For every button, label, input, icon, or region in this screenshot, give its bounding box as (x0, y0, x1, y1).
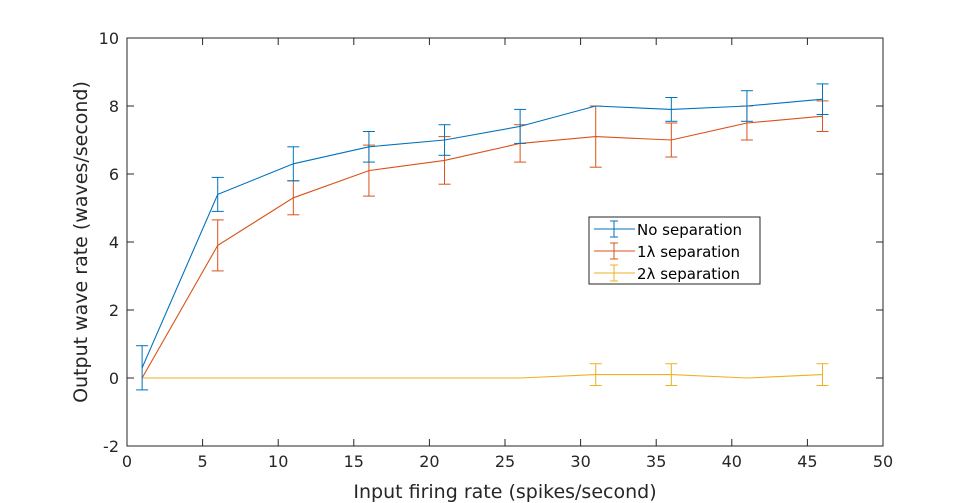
error-bar (211, 176, 224, 212)
y-tick-label: 6 (109, 165, 119, 184)
error-bar (816, 83, 829, 115)
series-line (142, 374, 823, 379)
legend-label: 1λ separation (637, 243, 740, 261)
x-tick-label: 35 (646, 452, 666, 471)
y-tick-label: 8 (109, 97, 119, 116)
error-bar (589, 363, 602, 386)
error-bar (136, 345, 149, 391)
legend-entry: 2λ separation (594, 264, 740, 283)
series-line (141, 98, 823, 369)
x-tick-label: 15 (344, 452, 364, 471)
x-tick-label: 40 (722, 452, 742, 471)
y-tick-label: 0 (109, 369, 119, 388)
series-no-separation (136, 83, 829, 391)
legend-entry: No separation (594, 220, 742, 239)
error-bar (287, 146, 300, 182)
series-2-separation (142, 363, 829, 386)
plot-area (126, 37, 884, 447)
x-tick-label: 20 (419, 452, 439, 471)
legend-entry: 1λ separation (594, 242, 740, 261)
error-bar (211, 219, 224, 272)
x-tick-label: 45 (797, 452, 817, 471)
error-bar (362, 131, 375, 163)
x-tick-label: 25 (495, 452, 515, 471)
y-tick-label: 10 (99, 29, 119, 48)
error-bar (438, 124, 451, 156)
y-tick-label: 4 (109, 233, 119, 252)
legend: No separation 1λ separation 2λ separation (588, 216, 761, 285)
series-line (141, 115, 823, 379)
x-tick-label: 50 (873, 452, 893, 471)
x-tick-label: 30 (570, 452, 590, 471)
error-bar (514, 108, 527, 144)
error-bar (740, 90, 753, 122)
error-bar (665, 363, 678, 386)
y-tick-label: 2 (109, 301, 119, 320)
x-tick-label: 10 (268, 452, 288, 471)
error-bar (816, 363, 829, 386)
x-tick-label: 0 (122, 452, 132, 471)
y-axis-label: Output wave rate (waves/second) (70, 81, 92, 403)
error-bar (665, 97, 678, 122)
series-layer (136, 83, 829, 391)
x-axis-label: Input firing rate (spikes/second) (353, 481, 656, 503)
legend-label: 2λ separation (637, 265, 740, 283)
error-bar (665, 122, 678, 158)
x-tick-label: 5 (198, 452, 208, 471)
legend-label: No separation (637, 221, 742, 239)
y-tick-label: -2 (103, 437, 119, 456)
